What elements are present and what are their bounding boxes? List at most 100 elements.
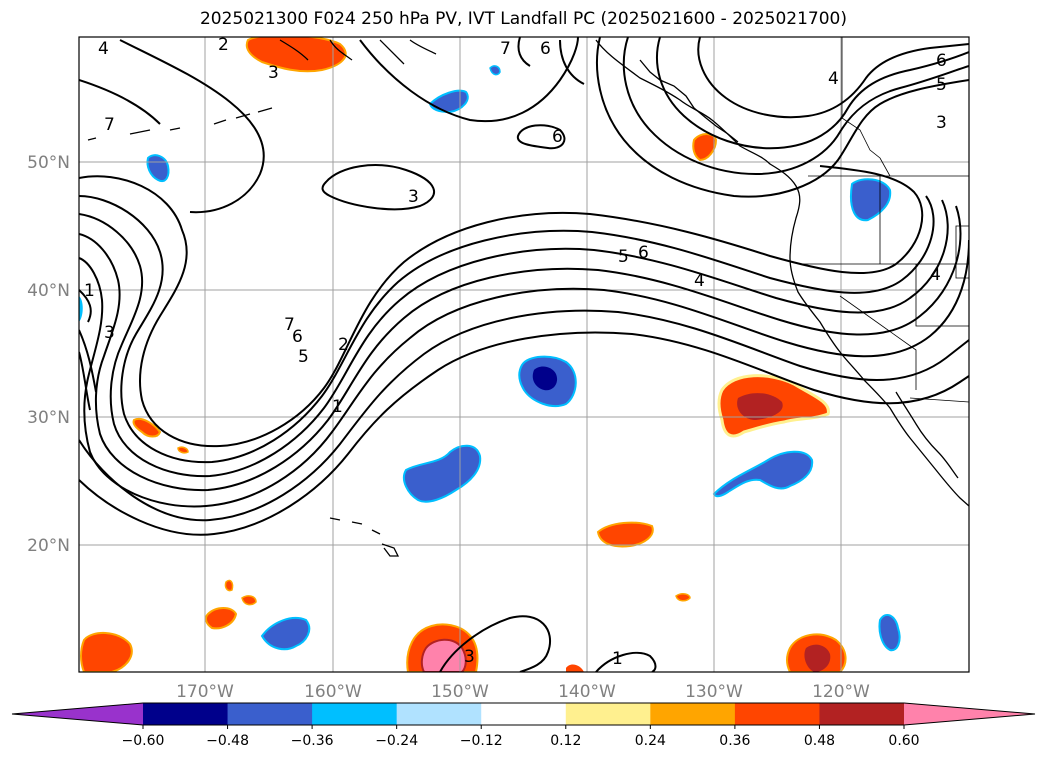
pv-contour	[79, 199, 949, 478]
pv-contour	[359, 37, 579, 123]
pv-contour	[79, 331, 969, 536]
contour-label: 4	[694, 271, 705, 291]
contour-label: 6	[540, 39, 551, 59]
contour-label: 5	[618, 247, 629, 267]
colorbar-tick-label: 0.12	[550, 733, 581, 749]
map-title: 2025021300 F024 250 hPa PV, IVT Landfall…	[199, 9, 847, 29]
colorbar-tick-label: 0.36	[719, 733, 750, 749]
pv-contour	[517, 37, 585, 85]
colorbar-segment	[481, 703, 567, 725]
pv-contour	[79, 195, 935, 464]
coastline-aleutians	[87, 107, 273, 141]
coastline-hawaii	[329, 517, 400, 557]
contour-label: 6	[936, 51, 947, 71]
pv-contour	[79, 239, 969, 508]
contour-label: 4	[828, 69, 839, 89]
colorbar-segment	[312, 703, 398, 725]
colorbar-tick-label: −0.36	[291, 733, 334, 749]
coastline-alaska	[279, 39, 437, 65]
pos-anomaly-blob	[177, 446, 189, 454]
lat-label: 30°N	[27, 408, 70, 428]
colorbar-tick-label: 0.60	[888, 733, 919, 749]
contour-label: 1	[84, 281, 95, 301]
pos-anomaly-blob	[132, 418, 162, 438]
pv-contour	[697, 37, 969, 119]
coastlines	[87, 39, 969, 557]
pos-anomaly-blob	[224, 579, 234, 592]
colorbar-tick-label: 0.48	[804, 733, 835, 749]
colorbar: −0.60 −0.48 −0.36 −0.24 −0.12 0.12 0.24 0.36 0.4…	[11, 702, 1036, 749]
contour-label: 4	[98, 39, 109, 59]
pv-contour	[622, 37, 969, 176]
lon-label: 150°W	[431, 682, 489, 702]
pos-anomaly-core	[737, 393, 783, 420]
lat-label: 40°N	[27, 281, 70, 301]
contour-label: 3	[104, 323, 115, 343]
colorbar-segment	[396, 703, 482, 725]
pv-contour	[656, 37, 969, 150]
neg-anomaly-blob	[428, 89, 469, 114]
map-frame	[78, 36, 970, 673]
lon-label: 130°W	[685, 682, 743, 702]
pv-contour	[595, 651, 657, 672]
contour-label: 7	[284, 315, 295, 335]
pv-contour	[516, 124, 566, 150]
neg-anomaly-blob	[489, 65, 501, 76]
neg-anomaly-blob	[402, 444, 482, 503]
neg-anomaly-blob	[260, 617, 311, 651]
lon-label: 160°W	[304, 682, 362, 702]
pos-anomaly-blob	[596, 521, 654, 548]
colorbar-segment	[650, 703, 736, 725]
lon-label: 170°W	[176, 682, 234, 702]
negative-anomaly-areas	[79, 65, 901, 652]
pv-contour	[79, 289, 97, 393]
neg-anomaly-blob	[878, 613, 901, 652]
coastline-baja	[895, 391, 959, 479]
pv-contour	[439, 615, 551, 672]
contour-label: 3	[936, 113, 947, 133]
contour-label: 6	[552, 127, 563, 147]
neg-anomaly-blob	[712, 450, 814, 498]
pv-contour	[321, 164, 435, 211]
colorbar-segment	[565, 703, 651, 725]
contour-label: 1	[332, 397, 343, 417]
pos-anomaly-blob	[80, 632, 133, 672]
lon-label: 120°W	[812, 682, 870, 702]
pos-anomaly-blob	[241, 595, 257, 606]
lat-label: 50°N	[27, 153, 70, 173]
colorbar-tick-label: 0.24	[635, 733, 666, 749]
lat-label: 20°N	[27, 536, 70, 556]
contour-label: 6	[638, 243, 649, 263]
contour-labels: 4 2 3 6 7 7 6 4 6 5 3 3 5 6 4 7 6 5 2 1 …	[84, 37, 947, 669]
state-line	[800, 176, 969, 390]
latitude-labels: 50°N 40°N 30°N 20°N	[27, 153, 70, 556]
colorbar-tick-label: −0.60	[122, 733, 165, 749]
contour-label: 2	[338, 335, 349, 355]
pos-anomaly-blob	[204, 607, 238, 630]
contour-label: 5	[298, 347, 309, 367]
neg-anomaly-blob	[79, 296, 83, 322]
pv-contour	[79, 39, 265, 214]
coastline-southeast-alaska	[639, 59, 739, 143]
contour-label: 7	[104, 115, 115, 135]
colorbar-extend-max	[904, 703, 1035, 725]
pos-anomaly-blob	[566, 664, 584, 672]
contour-label: 6	[292, 327, 303, 347]
contour-label: 7	[500, 39, 511, 59]
pv-contour	[79, 309, 969, 522]
lon-label: 140°W	[558, 682, 616, 702]
pos-anomaly-blob	[692, 133, 718, 162]
pos-anomaly-core	[804, 644, 831, 672]
neg-anomaly-core	[532, 366, 558, 391]
contour-label: 4	[930, 265, 941, 285]
colorbar-tick-label: −0.48	[206, 733, 249, 749]
colorbar-segment	[143, 703, 229, 725]
colorbar-segment	[227, 703, 313, 725]
pv-contours	[79, 37, 969, 672]
pv-contour	[596, 37, 969, 198]
colorbar-segment	[734, 703, 820, 725]
contour-label: 1	[612, 649, 623, 669]
contour-label: 3	[408, 187, 419, 207]
colorbar-extend-min	[12, 703, 143, 725]
